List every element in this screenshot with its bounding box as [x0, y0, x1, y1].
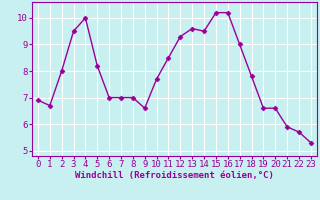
X-axis label: Windchill (Refroidissement éolien,°C): Windchill (Refroidissement éolien,°C)	[75, 171, 274, 180]
